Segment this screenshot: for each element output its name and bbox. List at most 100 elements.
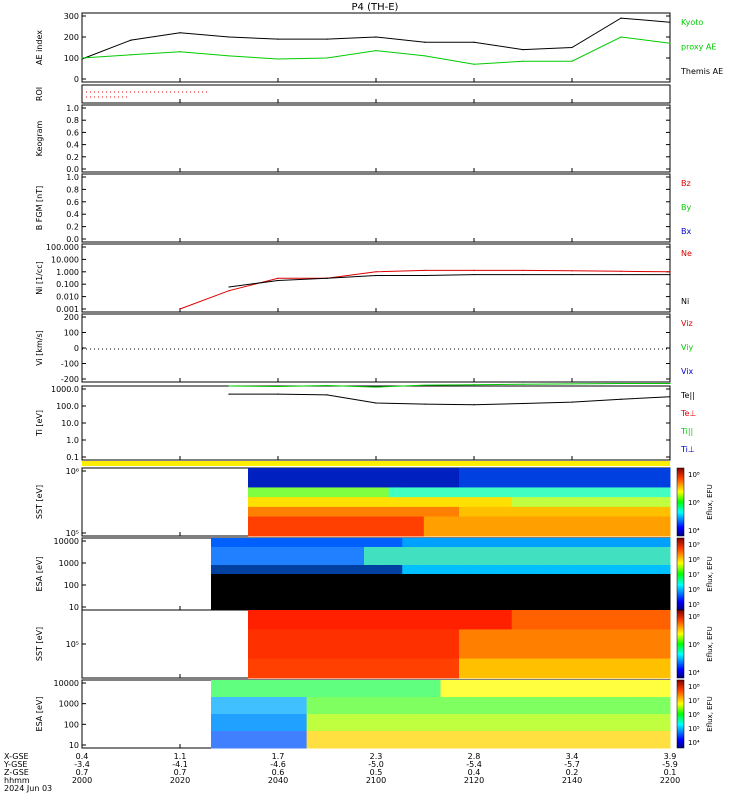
sst-e-cell bbox=[529, 468, 548, 479]
sst-e-cell bbox=[476, 487, 495, 498]
esa-i-cell bbox=[478, 697, 499, 706]
sst-i-cell bbox=[599, 639, 618, 650]
sst-i-cell bbox=[283, 619, 302, 630]
sst-e-cell bbox=[265, 506, 284, 518]
esa-i-cell bbox=[306, 722, 327, 732]
sst-i-cell bbox=[511, 619, 530, 630]
esa-i-cell bbox=[268, 705, 288, 715]
esa-e-cell bbox=[517, 538, 537, 548]
sst-i-cell bbox=[617, 648, 636, 660]
esa-e-cell bbox=[344, 601, 365, 611]
esa-i-cell bbox=[536, 739, 556, 749]
sst-e-cell bbox=[634, 468, 653, 479]
esa-e-cell bbox=[593, 547, 614, 557]
esa-i-cell bbox=[536, 731, 556, 740]
esa-i-cell bbox=[230, 739, 250, 749]
esa-e-cell bbox=[574, 556, 594, 566]
esa-i-cell bbox=[211, 731, 231, 740]
ae-legend-item: proxy AE bbox=[681, 43, 716, 52]
sst-e-cell bbox=[476, 506, 495, 518]
sst-e-cell bbox=[353, 526, 372, 537]
sst-i-cell bbox=[511, 639, 530, 650]
esa-e-cell bbox=[268, 601, 288, 611]
sst-e-cell bbox=[283, 526, 302, 537]
sst-i-cell bbox=[652, 648, 671, 660]
sst-e-cell bbox=[617, 468, 636, 479]
ti-tick-label: 100.0 bbox=[56, 402, 79, 411]
esa-e-cell bbox=[287, 565, 308, 575]
ni-legend-item: Ne bbox=[681, 249, 692, 258]
data-point bbox=[571, 383, 573, 385]
esa-e-cell bbox=[249, 556, 269, 566]
sst-i-cell bbox=[529, 639, 548, 650]
esa-e-cell bbox=[211, 547, 231, 557]
sst-e-cell bbox=[564, 497, 583, 508]
esa-e-cell bbox=[650, 565, 671, 575]
esa-e-cell bbox=[402, 592, 422, 602]
esa-e-cell bbox=[631, 601, 652, 611]
esa-i-cell bbox=[478, 705, 499, 715]
sst-e-cell bbox=[494, 497, 513, 508]
sst-e-cell bbox=[564, 477, 583, 488]
sst-e-cell bbox=[441, 526, 460, 537]
esa-i-cell bbox=[268, 688, 288, 698]
esa-i-cell bbox=[440, 680, 461, 689]
colorbar-tick-label: 10⁹ bbox=[688, 541, 700, 549]
sst-e-cell bbox=[353, 516, 372, 527]
esa-e-cell bbox=[593, 583, 614, 593]
esa-e-cell bbox=[440, 547, 461, 557]
esa-i-cell bbox=[593, 705, 614, 715]
sst-i-cell bbox=[371, 629, 390, 640]
esa-e-cell bbox=[344, 547, 365, 557]
esa-e-cell bbox=[536, 592, 556, 602]
sst-i-cell bbox=[652, 610, 671, 621]
esa-e-cell bbox=[650, 574, 671, 584]
ni-ylabel: Ni [1/cc] bbox=[35, 261, 44, 295]
keogram-tick-label: 0.6 bbox=[66, 128, 79, 137]
esa-i-cell bbox=[536, 688, 556, 698]
sst-e-cell bbox=[582, 506, 601, 518]
data-point bbox=[620, 36, 622, 38]
esa-e-cell bbox=[325, 556, 346, 566]
sst-i-cell bbox=[300, 658, 319, 669]
sst-i-cell bbox=[459, 648, 478, 660]
esa-e-cell bbox=[650, 538, 671, 548]
esa-i-cell bbox=[459, 697, 480, 706]
sst-e-cell bbox=[353, 506, 372, 518]
esa-e-cell bbox=[421, 601, 441, 611]
esa-e-cell bbox=[631, 547, 652, 557]
sst-e-cell bbox=[265, 468, 284, 479]
sst-e-cell bbox=[459, 516, 478, 527]
esa-e-cell bbox=[268, 592, 288, 602]
esa-e-cell bbox=[364, 538, 384, 548]
sst-e-cell bbox=[335, 506, 354, 518]
sst-e-cell bbox=[529, 477, 548, 488]
sst-i-cell bbox=[564, 619, 583, 630]
esa-i-cell bbox=[593, 697, 614, 706]
sst-i-cell bbox=[617, 629, 636, 640]
sst-i-cell bbox=[335, 648, 354, 660]
esa-e-cell bbox=[555, 583, 575, 593]
esa-i-cell bbox=[325, 680, 346, 689]
esa-e-cell bbox=[593, 565, 614, 575]
sst-i-cell bbox=[300, 619, 319, 630]
esa-i-cell bbox=[325, 731, 346, 740]
ae-tick-label: 100 bbox=[64, 54, 79, 63]
data-point bbox=[228, 385, 230, 387]
sst-e-cell bbox=[335, 526, 354, 537]
sst-i-cell bbox=[406, 648, 425, 660]
colorbar-label: Eflux, EFU bbox=[706, 556, 714, 591]
esa-i-cell bbox=[612, 722, 633, 732]
sst-i-cell bbox=[546, 668, 565, 679]
esa-e-cell bbox=[364, 556, 384, 566]
series-line bbox=[81, 17, 671, 60]
data-point bbox=[424, 274, 426, 277]
sst-i-cell bbox=[582, 629, 601, 640]
sst-e-cell bbox=[388, 497, 407, 508]
esa-e-cell bbox=[364, 547, 384, 557]
sst-e-cell bbox=[318, 487, 337, 498]
esa-i-cell bbox=[497, 680, 518, 689]
esa-i-cell bbox=[230, 680, 250, 689]
esa-e-cell bbox=[306, 556, 327, 566]
sst-e-cell bbox=[283, 468, 302, 479]
